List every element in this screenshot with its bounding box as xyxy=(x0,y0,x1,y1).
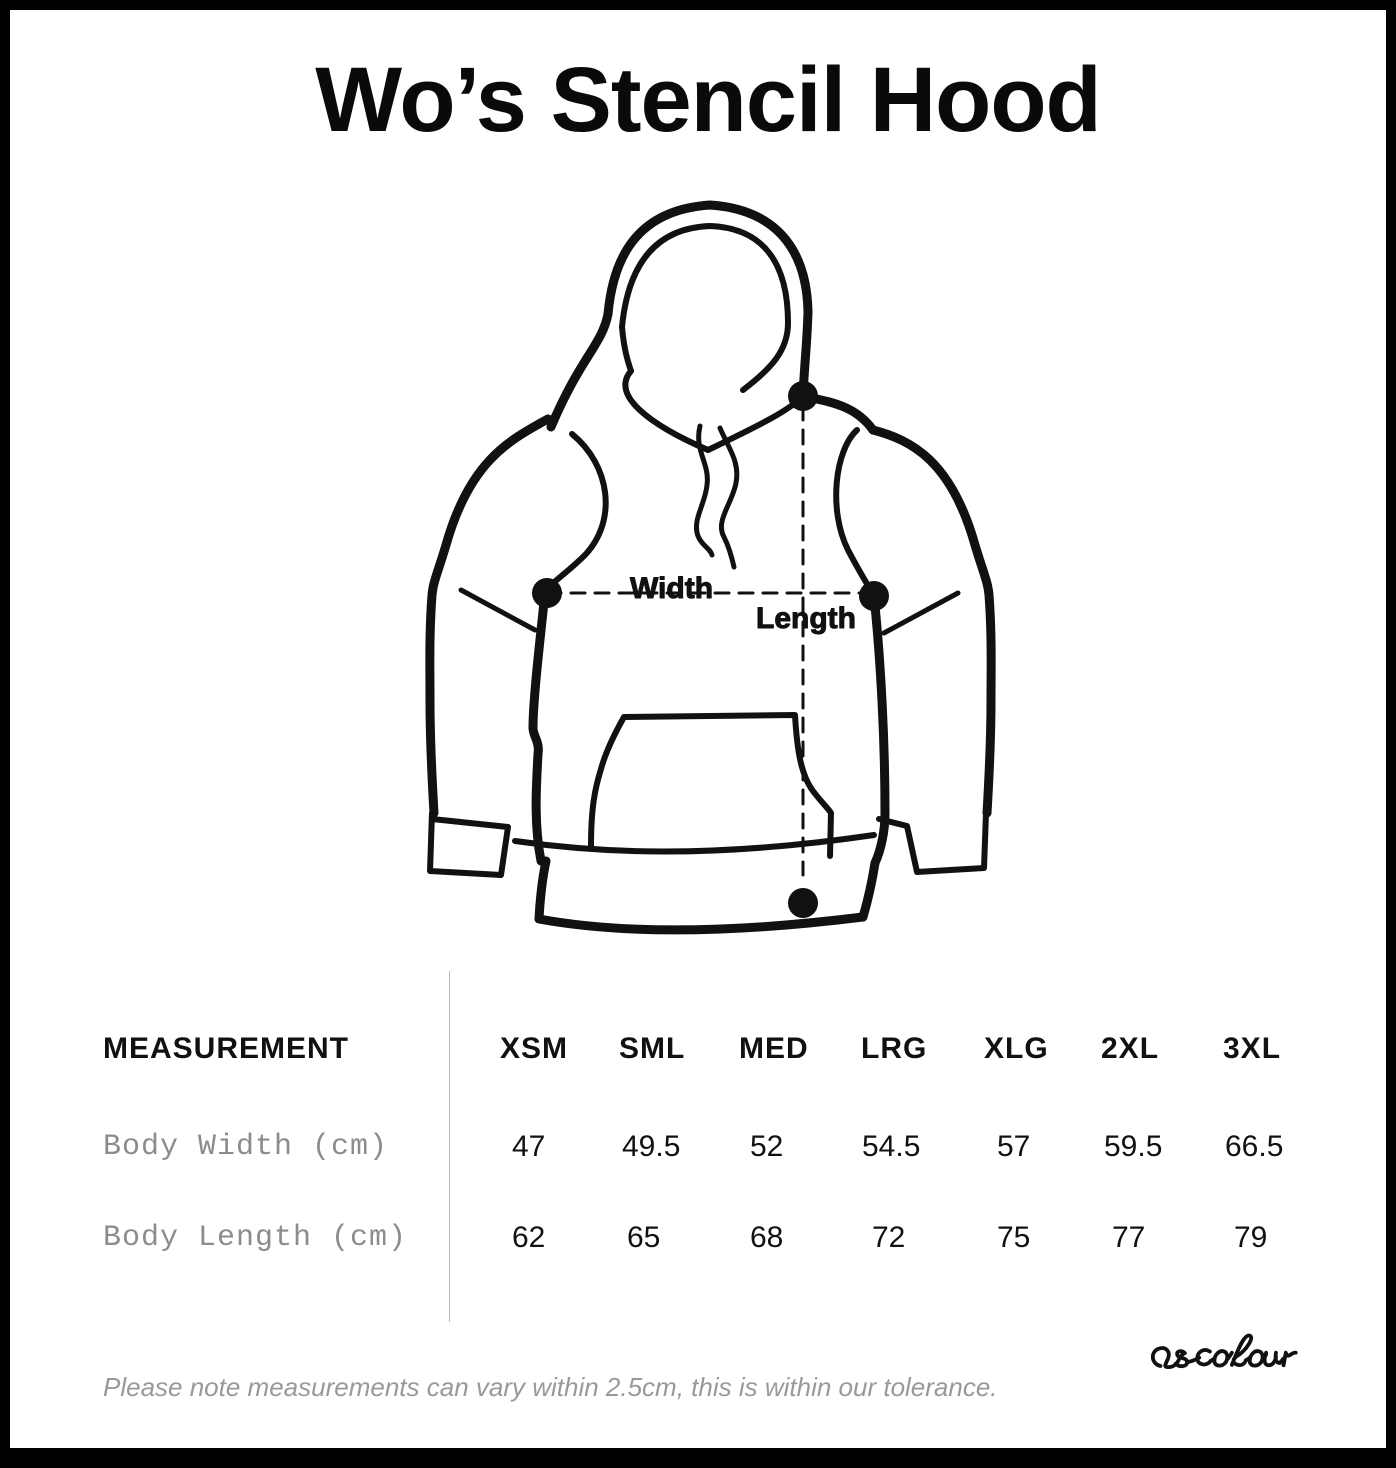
svg-text:Width: Width xyxy=(630,572,713,605)
svg-text:Length: Length xyxy=(756,602,856,635)
